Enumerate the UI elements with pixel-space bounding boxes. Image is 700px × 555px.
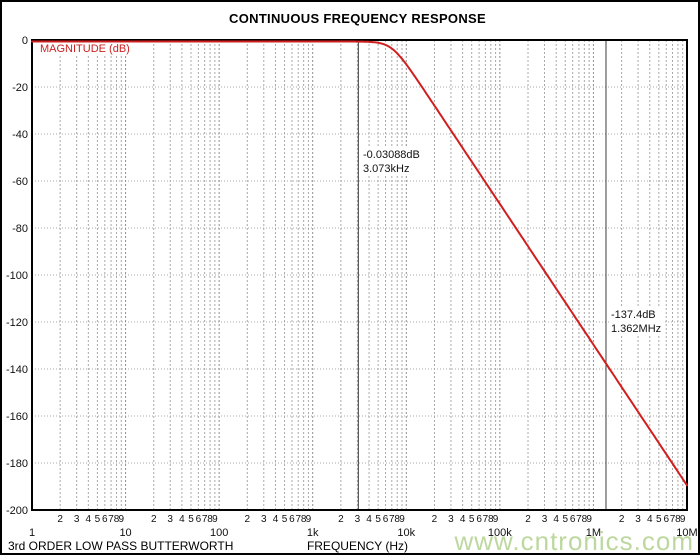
x-minor-tick-label: 7 — [202, 514, 208, 525]
watermark-text: www.cntronics.com — [454, 526, 694, 555]
x-minor-tick-label: 8 — [207, 514, 213, 525]
x-minor-tick-label: 9 — [586, 514, 592, 525]
x-major-tick-label: 10M — [676, 527, 697, 539]
x-minor-tick-label: 8 — [488, 514, 494, 525]
cursor2-freq-value: 1.362MHz — [611, 323, 662, 335]
x-minor-tick-label: 6 — [102, 514, 108, 525]
filter-description: 3rd ORDER LOW PASS BUTTERWORTH — [8, 539, 234, 553]
x-minor-tick-label: 9 — [680, 514, 686, 525]
y-axis-label: MAGNITUDE (dB) — [38, 43, 132, 55]
x-minor-tick-label: 8 — [675, 514, 681, 525]
y-tick-label: -20 — [12, 82, 28, 94]
x-minor-tick-label: 2 — [525, 514, 531, 525]
x-minor-tick-label: 3 — [74, 514, 80, 525]
x-major-tick-label: 1k — [307, 527, 319, 539]
x-minor-tick-label: 4 — [553, 514, 559, 525]
x-minor-tick-label: 8 — [394, 514, 400, 525]
x-minor-tick-label: 4 — [86, 514, 92, 525]
x-minor-tick-label: 2 — [245, 514, 251, 525]
x-minor-tick-label: 4 — [460, 514, 466, 525]
x-major-tick-label: 10k — [397, 527, 415, 539]
chart-title: CONTINUOUS FREQUENCY RESPONSE — [229, 11, 486, 26]
x-minor-tick-label: 7 — [670, 514, 676, 525]
x-minor-tick-label: 7 — [576, 514, 582, 525]
x-minor-tick-label: 7 — [389, 514, 395, 525]
cursor2-db-value: -137.4dB — [611, 309, 656, 321]
y-tick-label: -80 — [12, 223, 28, 235]
x-minor-tick-label: 5 — [282, 514, 288, 525]
x-minor-tick-label: 2 — [57, 514, 63, 525]
cursor2-readout: -137.4dB 1.362MHz — [609, 308, 664, 336]
x-major-tick-label: 100k — [488, 527, 512, 539]
plot-frame — [31, 39, 688, 511]
x-minor-tick-label: 9 — [212, 514, 218, 525]
y-tick-label: -200 — [6, 505, 28, 517]
x-major-tick-label: 1M — [586, 527, 601, 539]
x-minor-tick-label: 5 — [469, 514, 475, 525]
cursor1-readout: -0.03088dB 3.073kHz — [361, 148, 422, 176]
x-major-tick-label: 10 — [119, 527, 131, 539]
x-minor-tick-label: 2 — [151, 514, 157, 525]
x-minor-tick-label: 5 — [562, 514, 568, 525]
x-major-tick-label: 1 — [29, 527, 35, 539]
x-minor-tick-label: 3 — [542, 514, 548, 525]
y-tick-label: 0 — [22, 35, 28, 47]
y-tick-label: -160 — [6, 411, 28, 423]
x-minor-tick-label: 8 — [582, 514, 588, 525]
x-minor-tick-label: 3 — [635, 514, 641, 525]
x-minor-tick-label: 2 — [432, 514, 438, 525]
x-minor-tick-label: 6 — [663, 514, 669, 525]
cursor1-freq-value: 3.073kHz — [363, 163, 410, 175]
x-minor-tick-label: 6 — [289, 514, 295, 525]
x-minor-tick-label: 2 — [338, 514, 344, 525]
x-minor-tick-label: 3 — [261, 514, 267, 525]
x-minor-tick-label: 9 — [119, 514, 125, 525]
x-minor-tick-label: 3 — [355, 514, 361, 525]
y-tick-label: -120 — [6, 317, 28, 329]
x-minor-tick-label: 6 — [196, 514, 202, 525]
x-minor-tick-label: 5 — [656, 514, 662, 525]
cursor1-db-value: -0.03088dB — [363, 149, 420, 161]
x-minor-tick-label: 5 — [188, 514, 194, 525]
x-minor-tick-label: 8 — [301, 514, 307, 525]
x-minor-tick-label: 6 — [476, 514, 482, 525]
x-minor-tick-label: 6 — [570, 514, 576, 525]
x-major-tick-label: 100 — [210, 527, 228, 539]
x-minor-tick-label: 4 — [647, 514, 653, 525]
y-tick-label: -40 — [12, 129, 28, 141]
y-tick-label: -100 — [6, 270, 28, 282]
x-minor-tick-label: 7 — [483, 514, 489, 525]
x-minor-tick-label: 4 — [179, 514, 185, 525]
x-minor-tick-label: 3 — [448, 514, 454, 525]
x-minor-tick-label: 4 — [366, 514, 372, 525]
x-minor-tick-label: 9 — [306, 514, 312, 525]
x-minor-tick-label: 9 — [399, 514, 405, 525]
x-minor-tick-label: 6 — [383, 514, 389, 525]
x-minor-tick-label: 2 — [619, 514, 625, 525]
x-minor-tick-label: 3 — [167, 514, 173, 525]
x-minor-tick-label: 7 — [108, 514, 114, 525]
x-minor-tick-label: 5 — [95, 514, 101, 525]
y-tick-label: -180 — [6, 458, 28, 470]
x-minor-tick-label: 9 — [493, 514, 499, 525]
x-minor-tick-label: 5 — [375, 514, 381, 525]
x-minor-tick-label: 8 — [114, 514, 120, 525]
y-tick-label: -60 — [12, 176, 28, 188]
y-tick-label: -140 — [6, 364, 28, 376]
x-axis-title: FREQUENCY (Hz) — [306, 539, 409, 553]
x-minor-tick-label: 4 — [273, 514, 279, 525]
x-minor-tick-label: 7 — [295, 514, 301, 525]
magnitude-response-curve — [31, 40, 688, 487]
